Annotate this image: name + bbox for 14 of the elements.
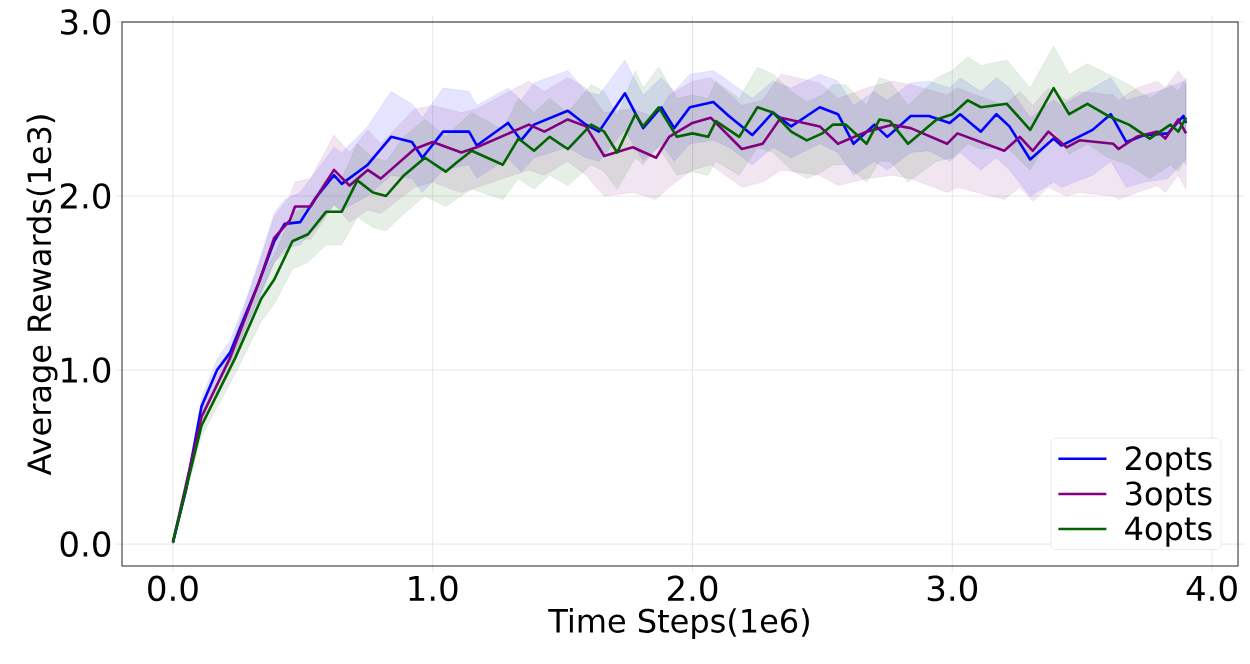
y-tick-label: 0.0 xyxy=(60,531,111,557)
y-tick-label: 1.0 xyxy=(62,357,111,383)
y-axis-title: Average Rewards(1e3) xyxy=(26,115,58,476)
x-tick-label: 1.0 xyxy=(409,575,458,602)
legend-label: 3opts xyxy=(1126,481,1212,512)
legend-label: 2opts xyxy=(1125,446,1212,477)
x-axis-title: Time Steps(1e6) xyxy=(548,608,809,640)
y-tick-label: 2.0 xyxy=(60,183,111,209)
y-tick-label: 3.0 xyxy=(60,9,111,35)
x-tick-label: 2.0 xyxy=(667,575,718,602)
legend-label: 4opts xyxy=(1125,516,1212,547)
x-tick-label: 3.0 xyxy=(927,575,978,602)
x-tick-label: 4.0 xyxy=(1186,575,1237,602)
x-tick-label: 0.0 xyxy=(148,575,198,602)
